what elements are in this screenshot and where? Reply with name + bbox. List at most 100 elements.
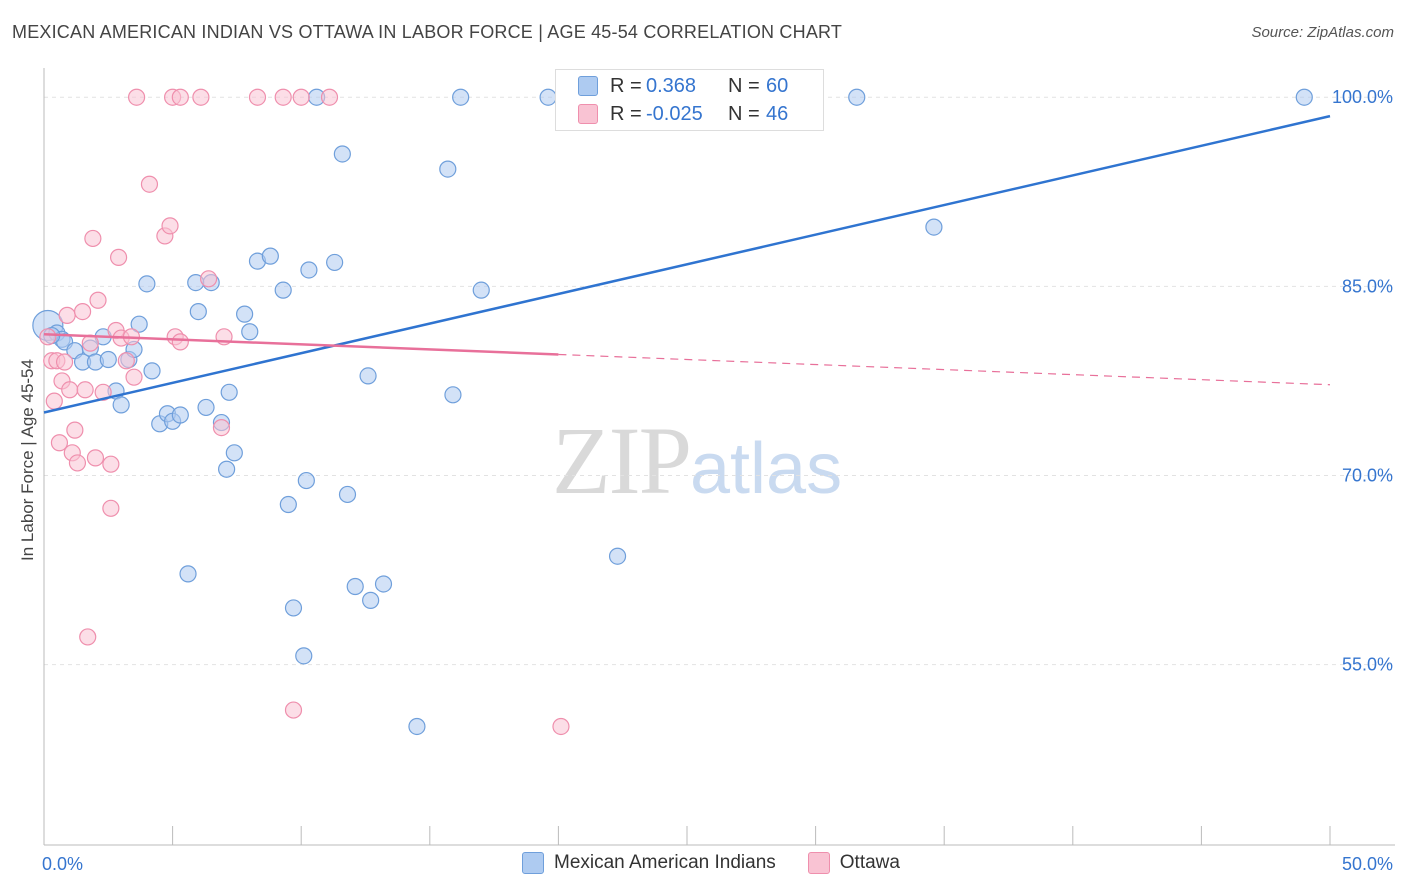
watermark-zip: ZIP (552, 407, 692, 514)
mexican-point (326, 253, 344, 272)
ottawa-point (171, 88, 189, 106)
y-axis-label: In Labor Force | Age 45-54 (18, 359, 37, 561)
series-legend-swatch-mexican (522, 852, 544, 874)
mexican-point (333, 145, 351, 163)
legend-n-label: N = (728, 74, 760, 97)
ottawa-point (61, 381, 79, 399)
ottawa-point (86, 449, 105, 467)
ottawa-point (161, 217, 179, 235)
ottawa-point (248, 88, 267, 106)
mexican-point (300, 261, 318, 279)
ottawa-point (274, 88, 292, 106)
ottawa-point (94, 383, 112, 401)
mexican-point (236, 305, 254, 323)
mexican-point (274, 281, 292, 299)
ottawa-point (212, 419, 231, 437)
series-legend: Mexican American Indians Ottawa (522, 852, 932, 874)
mexican-point (439, 160, 457, 178)
y-tick-label: 85.0% (1342, 276, 1393, 296)
mexican-point (189, 302, 207, 321)
ottawa-point (89, 291, 107, 309)
series-legend-label: Mexican American Indians (554, 852, 776, 873)
mexican-point (925, 218, 943, 236)
mexican-point (261, 247, 279, 265)
legend-r-value: 0.368 (646, 74, 697, 97)
ottawa-point (192, 88, 210, 106)
legend-n-value: 60 (766, 74, 789, 97)
mexican-point (99, 350, 117, 369)
mexican-point (241, 323, 259, 341)
watermark: ZIPatlas (552, 405, 842, 516)
ottawa-point (200, 270, 218, 288)
source-label: Source: ZipAtlas.com (1251, 24, 1394, 41)
ottawa-point (102, 499, 120, 517)
mexican-point (338, 485, 357, 504)
mexican-point (444, 386, 462, 404)
watermark-atlas: atlas (690, 429, 843, 509)
mexican-point (130, 315, 148, 333)
ottawa-point (292, 88, 310, 106)
chart-title: MEXICAN AMERICAN INDIAN VS OTTAWA IN LAB… (12, 22, 843, 42)
mexican-point (539, 88, 557, 106)
mexican-point (225, 444, 243, 462)
mexican-point (362, 591, 380, 609)
ottawa-point (109, 248, 128, 266)
mexican-point (171, 406, 189, 424)
mexican-point (284, 599, 303, 617)
y-tick-label: 55.0% (1342, 655, 1393, 675)
series-legend-swatch-ottawa (807, 852, 830, 874)
mexican-point (295, 647, 313, 665)
mexican-point (1295, 88, 1313, 106)
series-legend-label: Ottawa (839, 852, 900, 873)
ottawa-point (171, 333, 189, 351)
mexican-point (220, 383, 238, 401)
ottawa-point (140, 175, 159, 193)
legend-r-label: R = (610, 74, 642, 97)
y-tick-label: 100.0% (1332, 87, 1393, 107)
legend-row-ottawa: R = -0.025 N = 46 (578, 100, 788, 128)
legend-r-value: -0.025 (646, 102, 703, 125)
ottawa-trend-line-extension (558, 353, 1331, 386)
correlation-legend: R = 0.368 N = 60 R = -0.025 N = 46 (555, 69, 824, 131)
ottawa-trend-line (43, 333, 559, 356)
legend-n-value: 46 (766, 102, 789, 125)
mexican-point (408, 717, 426, 736)
mexican-point (279, 495, 297, 514)
mexican-point (197, 398, 215, 417)
mexican-point (359, 367, 377, 385)
y-tick-label: 70.0% (1342, 466, 1393, 486)
ottawa-point (552, 717, 570, 736)
ottawa-point (55, 353, 74, 371)
ottawa-point (84, 229, 102, 248)
legend-r-label: R = (610, 102, 642, 125)
ottawa-point (39, 328, 57, 346)
mexican-point (138, 275, 156, 293)
ottawa-point (117, 352, 135, 370)
legend-n-label: N = (728, 102, 760, 125)
mexican-point (608, 547, 627, 565)
x-tick-label: 0.0% (42, 854, 83, 874)
mexican-point (374, 575, 393, 593)
mexican-point (297, 471, 315, 490)
mexican-point (346, 577, 364, 596)
ottawa-point (284, 701, 303, 719)
mexican-point (472, 281, 490, 299)
mexican-trend-line (43, 114, 1331, 414)
legend-swatch-ottawa (578, 104, 598, 124)
mexican-point (143, 362, 161, 380)
ottawa-point (66, 421, 84, 439)
ottawa-point (73, 302, 92, 321)
ottawa-point (58, 306, 76, 324)
mexican-point (218, 460, 236, 478)
ottawa-point (127, 88, 146, 106)
mexican-point (179, 565, 197, 583)
ottawa-point (68, 454, 87, 472)
legend-row-mexican: R = 0.368 N = 60 (578, 72, 788, 100)
mexican-point (452, 88, 470, 106)
ottawa-point (79, 628, 97, 646)
ottawa-point (76, 381, 94, 399)
ottawa-point (50, 434, 69, 452)
ottawa-point (45, 392, 63, 410)
series-legend-item-mexican: Mexican American Indians (522, 852, 776, 874)
